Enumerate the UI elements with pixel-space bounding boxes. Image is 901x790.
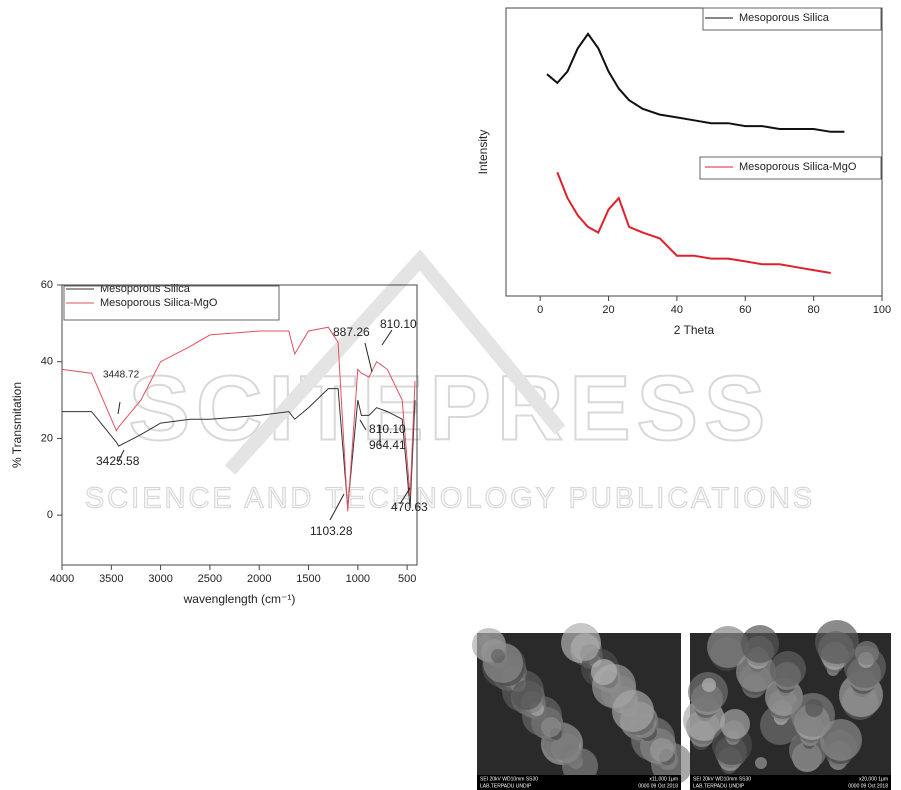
y-tick-label: 40 (41, 356, 53, 368)
peak-annotation: 964.41 (369, 438, 406, 452)
watermark-logo (224, 249, 566, 475)
x-axis-label: 2 Theta (674, 323, 715, 337)
sem-grain (571, 633, 599, 661)
series-line (61, 326, 416, 512)
y-tick-label: 0 (47, 509, 53, 521)
series-line (62, 388, 416, 508)
sem-grain (591, 659, 617, 685)
peak-annotation: 470.63 (391, 500, 428, 514)
x-tick-label: 1000 (346, 573, 370, 585)
annotation-arrow (117, 401, 121, 415)
x-tick-label: 3000 (148, 573, 172, 585)
watermark-subtitle: SCIENCE AND TECHNOLOGY PUBLICATIONS (85, 483, 815, 515)
x-tick-label: 80 (808, 304, 820, 316)
y-tick-label: 60 (41, 279, 53, 291)
x-tick-label: 60 (739, 304, 751, 316)
sem-grain (650, 738, 674, 762)
x-tick-label: 40 (671, 304, 683, 316)
sem-grain (512, 680, 542, 710)
sem-caption: x20,000 1μm (859, 776, 888, 782)
annotation-arrow (359, 419, 367, 431)
peak-annotation: 3448.72 (103, 370, 140, 381)
sem-grain (820, 719, 862, 761)
legend-label: Mesoporous Silica-MgO (739, 161, 857, 173)
sem-grain (702, 678, 716, 692)
legend-label: Mesoporous Silica (739, 12, 830, 24)
x-tick-label: 100 (873, 304, 891, 316)
sem-grain (612, 690, 654, 732)
peak-annotation: 1103.28 (310, 524, 353, 538)
peak-annotation: 810.10 (380, 317, 417, 331)
x-tick-label: 3500 (99, 573, 123, 585)
sem-grain (541, 717, 561, 737)
sem-grain (491, 649, 505, 663)
sem-caption: 0000 09 Oct 2018 (638, 783, 678, 789)
sem-info-bar (477, 775, 681, 790)
x-tick-label: 1500 (296, 573, 320, 585)
sem-grain (815, 620, 859, 664)
x-tick-label: 0 (537, 304, 543, 316)
sem-info-bar (690, 775, 891, 790)
sem-caption: SEI 20kV WD10mm SS30 (480, 776, 538, 782)
series-line (556, 171, 831, 274)
sem-grain (855, 641, 879, 665)
peak-annotation: 3425.58 (96, 454, 140, 468)
annotation-arrow (364, 342, 373, 373)
annotation-arrow (399, 487, 411, 505)
sem-caption: SEI 20kV WD10mm SS30 (693, 776, 751, 782)
watermark-title: SCITEPRESS (129, 357, 772, 459)
x-tick-label: 20 (602, 304, 614, 316)
legend-label: Mesoporous Silica (100, 283, 191, 295)
sem-grain (707, 626, 749, 668)
legend-box (702, 7, 882, 31)
series-line (546, 32, 845, 133)
plot-frame (505, 7, 883, 297)
legend-box (699, 156, 882, 180)
sem-caption: x11,000 1μm (649, 776, 678, 782)
plot-frame (61, 284, 418, 566)
legend-label: Mesoporous Silica-MgO (100, 297, 218, 309)
sem-caption: LAB.TERPADU UNDIP (693, 783, 745, 789)
sem-grain (755, 757, 767, 769)
annotation-arrow (329, 493, 345, 521)
annotation-arrow (117, 449, 125, 463)
x-tick-label: 500 (398, 573, 416, 585)
y-axis-label: Intensity (476, 130, 490, 175)
annotation-arrow (381, 329, 393, 346)
sem-grain (770, 651, 806, 687)
y-axis-label: % Transmitation (10, 382, 24, 468)
x-tick-label: 2000 (247, 573, 271, 585)
x-axis-label: wavenglength (cm⁻¹) (183, 592, 296, 606)
legend-box (63, 285, 280, 321)
peak-annotation: 810.10 (369, 422, 406, 436)
sem-grain (805, 699, 823, 717)
sem-grain (483, 643, 523, 683)
peak-annotation: 887.26 (333, 325, 370, 339)
x-tick-label: 2500 (198, 573, 222, 585)
sem-grain (720, 709, 750, 739)
sem-grain (741, 625, 779, 663)
sem-caption: LAB.TERPADU UNDIP (480, 783, 532, 789)
sem-grain (688, 672, 728, 712)
x-tick-label: 4000 (50, 573, 74, 585)
sem-caption: 0000 09 Oct 2018 (848, 783, 888, 789)
y-tick-label: 20 (41, 432, 53, 444)
